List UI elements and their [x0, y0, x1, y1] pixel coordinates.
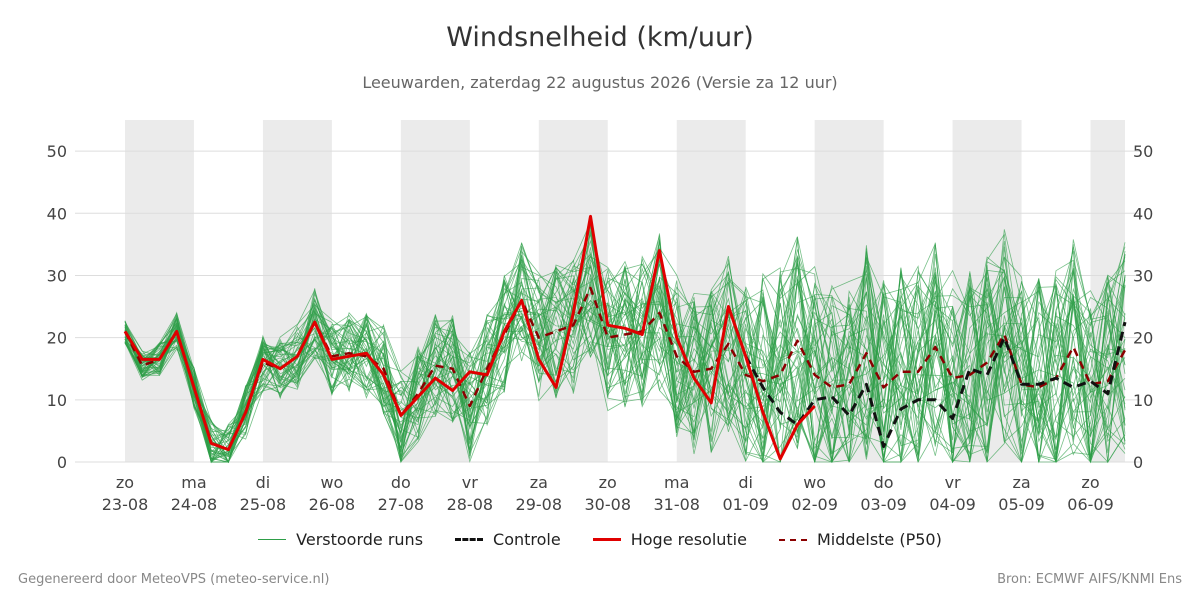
chart-legend: Verstoorde runs Controle Hoge resolutie …	[0, 530, 1200, 549]
chart-subtitle: Leeuwarden, zaterdag 22 augustus 2026 (V…	[362, 73, 838, 92]
legend-swatch-control	[455, 538, 484, 541]
x-tick-day: vr	[462, 473, 478, 492]
x-tick-day: ma	[664, 473, 689, 492]
legend-label-ensemble: Verstoorde runs	[296, 530, 424, 549]
ensemble-member-line	[124, 239, 1126, 464]
x-tick-day: ma	[181, 473, 206, 492]
y-tick-label-right: 40	[1133, 204, 1153, 223]
legend-label-hires: Hoge resolutie	[630, 530, 747, 549]
y-tick-label-left: 30	[47, 266, 67, 285]
y-tick-label-left: 50	[47, 142, 67, 161]
legend-item-hires: Hoge resolutie	[592, 530, 747, 549]
y-tick-label-right: 20	[1133, 329, 1153, 348]
ensemble-member-line	[124, 248, 1126, 463]
footer-source: Bron: ECMWF AIFS/KNMI Ens	[997, 572, 1182, 587]
legend-swatch-hires	[592, 538, 621, 541]
y-tick-label-left: 20	[47, 329, 67, 348]
day-band	[262, 120, 332, 462]
legend-swatch-median	[778, 538, 807, 541]
x-tick-date: 03-09	[860, 495, 907, 514]
x-tick-date: 04-09	[929, 495, 976, 514]
x-tick-date: 23-08	[102, 495, 149, 514]
legend-item-ensemble: Verstoorde runs	[258, 530, 423, 549]
x-tick-day: zo	[1081, 473, 1099, 492]
x-tick-day: zo	[116, 473, 134, 492]
ensemble-member-line	[124, 263, 1126, 463]
x-tick-date: 01-09	[722, 495, 769, 514]
x-tick-date: 24-08	[171, 495, 218, 514]
legend-label-control: Controle	[493, 530, 561, 549]
x-tick-date: 29-08	[516, 495, 563, 514]
x-tick-day: di	[256, 473, 271, 492]
y-tick-label-right: 50	[1133, 142, 1153, 161]
ensemble-member-line	[124, 247, 1126, 463]
x-tick-date: 31-08	[653, 495, 700, 514]
x-tick-date: 30-08	[585, 495, 632, 514]
ensemble-member-line	[124, 253, 1126, 457]
x-tick-date: 26-08	[309, 495, 356, 514]
y-tick-label-left: 40	[47, 204, 67, 223]
footer-generator: Gegenereerd door MeteoVPS (meteo-service…	[18, 572, 330, 587]
ensemble-member-line	[124, 244, 1126, 463]
chart-title: Windsnelheid (km/uur)	[446, 22, 754, 53]
x-tick-day: zo	[599, 473, 617, 492]
ensemble-member-line	[124, 242, 1126, 463]
x-tick-day: wo	[320, 473, 343, 492]
day-band	[125, 120, 194, 462]
series-line-hoge-resolutie	[123, 214, 816, 461]
x-tick-date: 06-09	[1067, 495, 1114, 514]
x-tick-date: 28-08	[447, 495, 494, 514]
legend-item-median: Middelste (P50)	[778, 530, 942, 549]
x-tick-day: wo	[803, 473, 826, 492]
x-tick-day: do	[874, 473, 894, 492]
x-tick-date: 27-08	[378, 495, 425, 514]
x-tick-day: di	[738, 473, 753, 492]
ensemble-member-line	[124, 239, 1126, 464]
ensemble-member-line	[124, 232, 1126, 464]
ensemble-member-line	[124, 271, 1126, 463]
y-tick-label-left: 0	[57, 453, 67, 472]
x-tick-day: za	[1012, 473, 1030, 492]
y-tick-label-right: 30	[1133, 266, 1153, 285]
x-tick-date: 05-09	[998, 495, 1045, 514]
y-tick-label-right: 10	[1133, 391, 1153, 410]
x-tick-day: vr	[945, 473, 961, 492]
series-line-controle	[744, 321, 1127, 448]
x-tick-day: za	[530, 473, 548, 492]
legend-item-control: Controle	[455, 530, 561, 549]
ensemble-member-line	[124, 256, 1126, 464]
y-tick-label-right: 0	[1133, 453, 1143, 472]
ensemble-member-line	[124, 242, 1126, 463]
x-tick-date: 25-08	[240, 495, 287, 514]
ensemble-member-line	[124, 265, 1126, 464]
x-tick-day: do	[391, 473, 411, 492]
x-tick-date: 02-09	[791, 495, 838, 514]
y-tick-label-left: 10	[47, 391, 67, 410]
ensemble-member-line	[124, 240, 1126, 464]
legend-swatch-ensemble	[258, 539, 287, 540]
legend-label-median: Middelste (P50)	[816, 530, 942, 549]
